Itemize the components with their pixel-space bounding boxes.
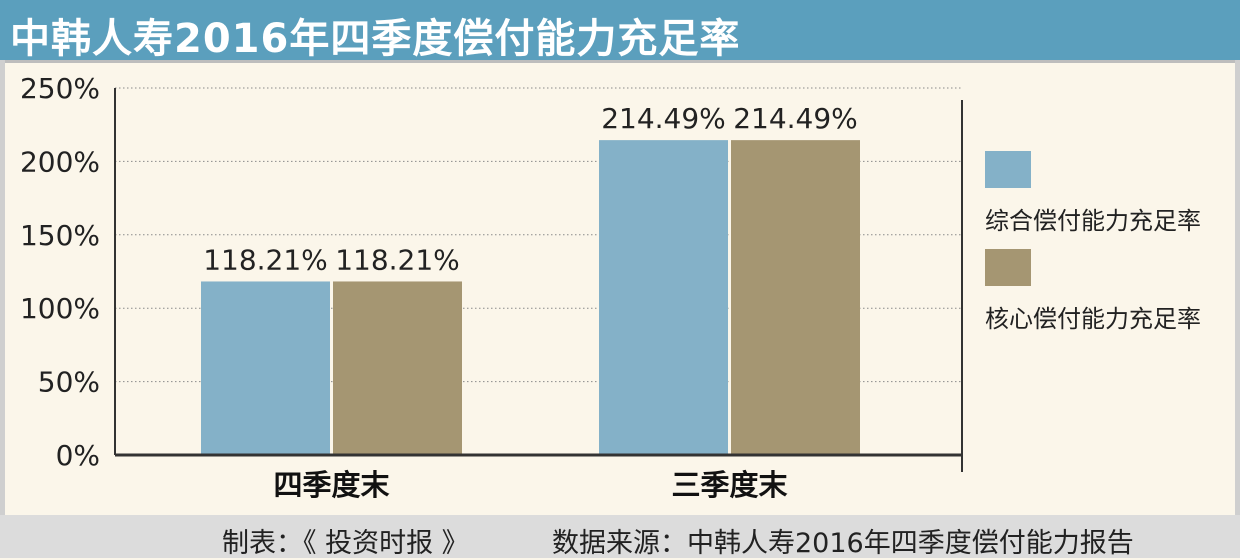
chart-title: 中韩人寿2016年四季度偿付能力充足率: [10, 16, 741, 62]
footer-maker: 制表：《 投资时报 》: [222, 528, 469, 559]
category-label: 四季度末: [273, 468, 389, 502]
data-label: 214.49%: [733, 102, 858, 135]
legend-swatch: [985, 249, 1031, 286]
legend-label: 核心偿付能力充足率: [985, 305, 1201, 333]
title-bar: 中韩人寿2016年四季度偿付能力充足率: [0, 0, 1240, 62]
data-label: 118.21%: [203, 243, 328, 276]
bars: [201, 140, 860, 456]
y-tick-label: 250%: [20, 72, 100, 105]
category-labels: 四季度末 三季度末: [273, 468, 787, 502]
left-border: [0, 60, 5, 515]
footer: 制表：《 投资时报 》 数据来源：中韩人寿2016年四季度偿付能力报告: [0, 515, 1240, 559]
top-border: [0, 60, 1240, 63]
y-tick-label: 200%: [20, 145, 100, 178]
right-border: [1235, 60, 1240, 515]
legend-swatch: [985, 151, 1031, 188]
bar: [333, 281, 462, 455]
y-tick-label: 150%: [20, 219, 100, 252]
data-labels: 118.21% 118.21% 214.49% 214.49%: [203, 102, 858, 276]
bar-chart: 0% 50% 100% 150% 200% 250% 118.21% 118.21% 214.…: [20, 72, 1201, 502]
bar: [599, 140, 728, 456]
data-label: 118.21%: [335, 243, 460, 276]
y-axis-ticks: 0% 50% 100% 150% 200% 250%: [20, 72, 100, 472]
footer-source: 数据来源：中韩人寿2016年四季度偿付能力报告: [552, 528, 1134, 559]
category-label: 三季度末: [671, 468, 787, 502]
y-tick-label: 50%: [38, 366, 100, 399]
bar: [201, 281, 330, 455]
data-label: 214.49%: [601, 102, 726, 135]
bar: [731, 140, 860, 456]
y-tick-label: 0%: [56, 439, 100, 472]
y-tick-label: 100%: [20, 292, 100, 325]
legend-label: 综合偿付能力充足率: [985, 207, 1201, 235]
